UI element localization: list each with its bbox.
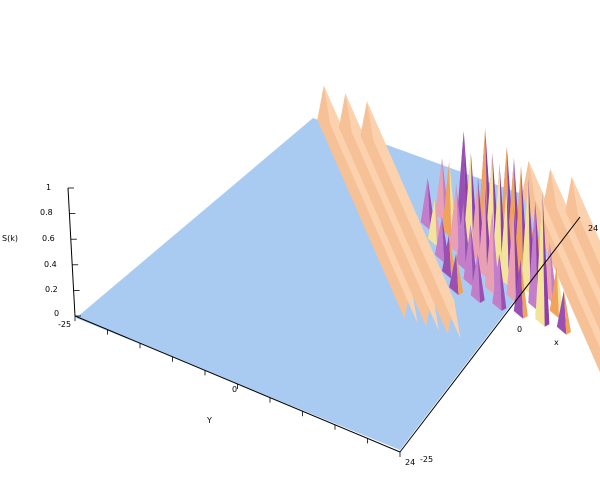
- z-axis-line: [67, 187, 76, 317]
- peak-5: [434, 217, 449, 263]
- x-tick-label-mid: 0: [517, 325, 522, 334]
- peak-face-left: [499, 187, 509, 287]
- peak-face-left: [463, 224, 473, 287]
- peak-face-left: [470, 176, 481, 263]
- ridge-face-front: [571, 176, 600, 266]
- peak-face-left: [449, 253, 459, 296]
- z-tick-label-3: 0.6: [42, 234, 55, 243]
- peak-face-left: [549, 266, 560, 319]
- peak-25: [492, 253, 507, 311]
- surface-base: [76, 118, 580, 450]
- peak-face-left: [521, 177, 531, 295]
- z-axis-label: S(k): [2, 234, 18, 243]
- peak-face-left: [449, 184, 459, 255]
- peak-face-left: [420, 178, 430, 231]
- peak-face-left: [427, 198, 438, 247]
- ridge-face-back: [565, 176, 600, 290]
- peak-20: [470, 253, 485, 303]
- peak-face-left: [556, 290, 567, 335]
- ridge-face-front: [550, 168, 600, 307]
- peak-face-left: [492, 253, 502, 311]
- labels: S(k) Y x -25 0 24 -25 0 24 0 0.2 0.4 0.6…: [2, 183, 598, 467]
- peak-face-left: [442, 234, 452, 279]
- peak-face-left: [463, 152, 474, 246]
- x-tick-label-min: -25: [420, 455, 433, 464]
- z-tick-label-1: 0.2: [45, 285, 58, 294]
- z-tick-label-4: 0.8: [40, 208, 53, 217]
- y-tick-label-max: 24: [405, 458, 415, 467]
- peak-face-left: [528, 201, 538, 311]
- peak-32: [535, 191, 550, 327]
- ridge-5: [565, 176, 600, 290]
- x-axis-edge: [399, 216, 581, 453]
- peak-face-left: [456, 202, 466, 271]
- peak-face-left: [506, 206, 516, 303]
- axes: [67, 187, 581, 457]
- peak-face-right: [542, 191, 550, 327]
- z-tick-label-2: 0.4: [44, 260, 57, 269]
- y-tick-label-min: -25: [58, 320, 71, 329]
- peak-face-right: [563, 290, 571, 335]
- y-axis-label: Y: [206, 416, 212, 425]
- peak-face-left: [513, 259, 524, 319]
- ridge-2: [360, 101, 461, 340]
- y-tick-label-mid: 0: [232, 385, 237, 394]
- ridge-4: [543, 168, 600, 332]
- peak-face-right: [477, 253, 485, 303]
- peak-face-left: [478, 187, 488, 279]
- ridges-group: [317, 85, 600, 373]
- base-plane: [76, 118, 580, 450]
- z-tick-label-5: 1: [46, 183, 51, 192]
- peak-34: [556, 290, 571, 335]
- x-tick-label-max: 24: [588, 224, 598, 233]
- peak-face-left: [485, 211, 495, 295]
- x-axis-label: x: [554, 338, 559, 347]
- peak-face-right: [499, 253, 507, 311]
- y-tick-group: [74, 316, 401, 457]
- peak-face-left: [442, 161, 452, 238]
- ridge-face-front: [366, 101, 461, 340]
- peak-face-left: [535, 191, 545, 327]
- peak-face-left: [434, 217, 445, 263]
- peak-face-left: [435, 158, 445, 222]
- peak-22: [499, 187, 514, 287]
- peak-face-right: [456, 253, 464, 296]
- z-tick-group: [68, 187, 81, 317]
- peak-face-left: [470, 253, 480, 303]
- peak-27: [521, 177, 536, 295]
- peak-14: [449, 253, 464, 296]
- z-tick-label-0: 0: [54, 309, 59, 318]
- peaks-group: [420, 128, 571, 335]
